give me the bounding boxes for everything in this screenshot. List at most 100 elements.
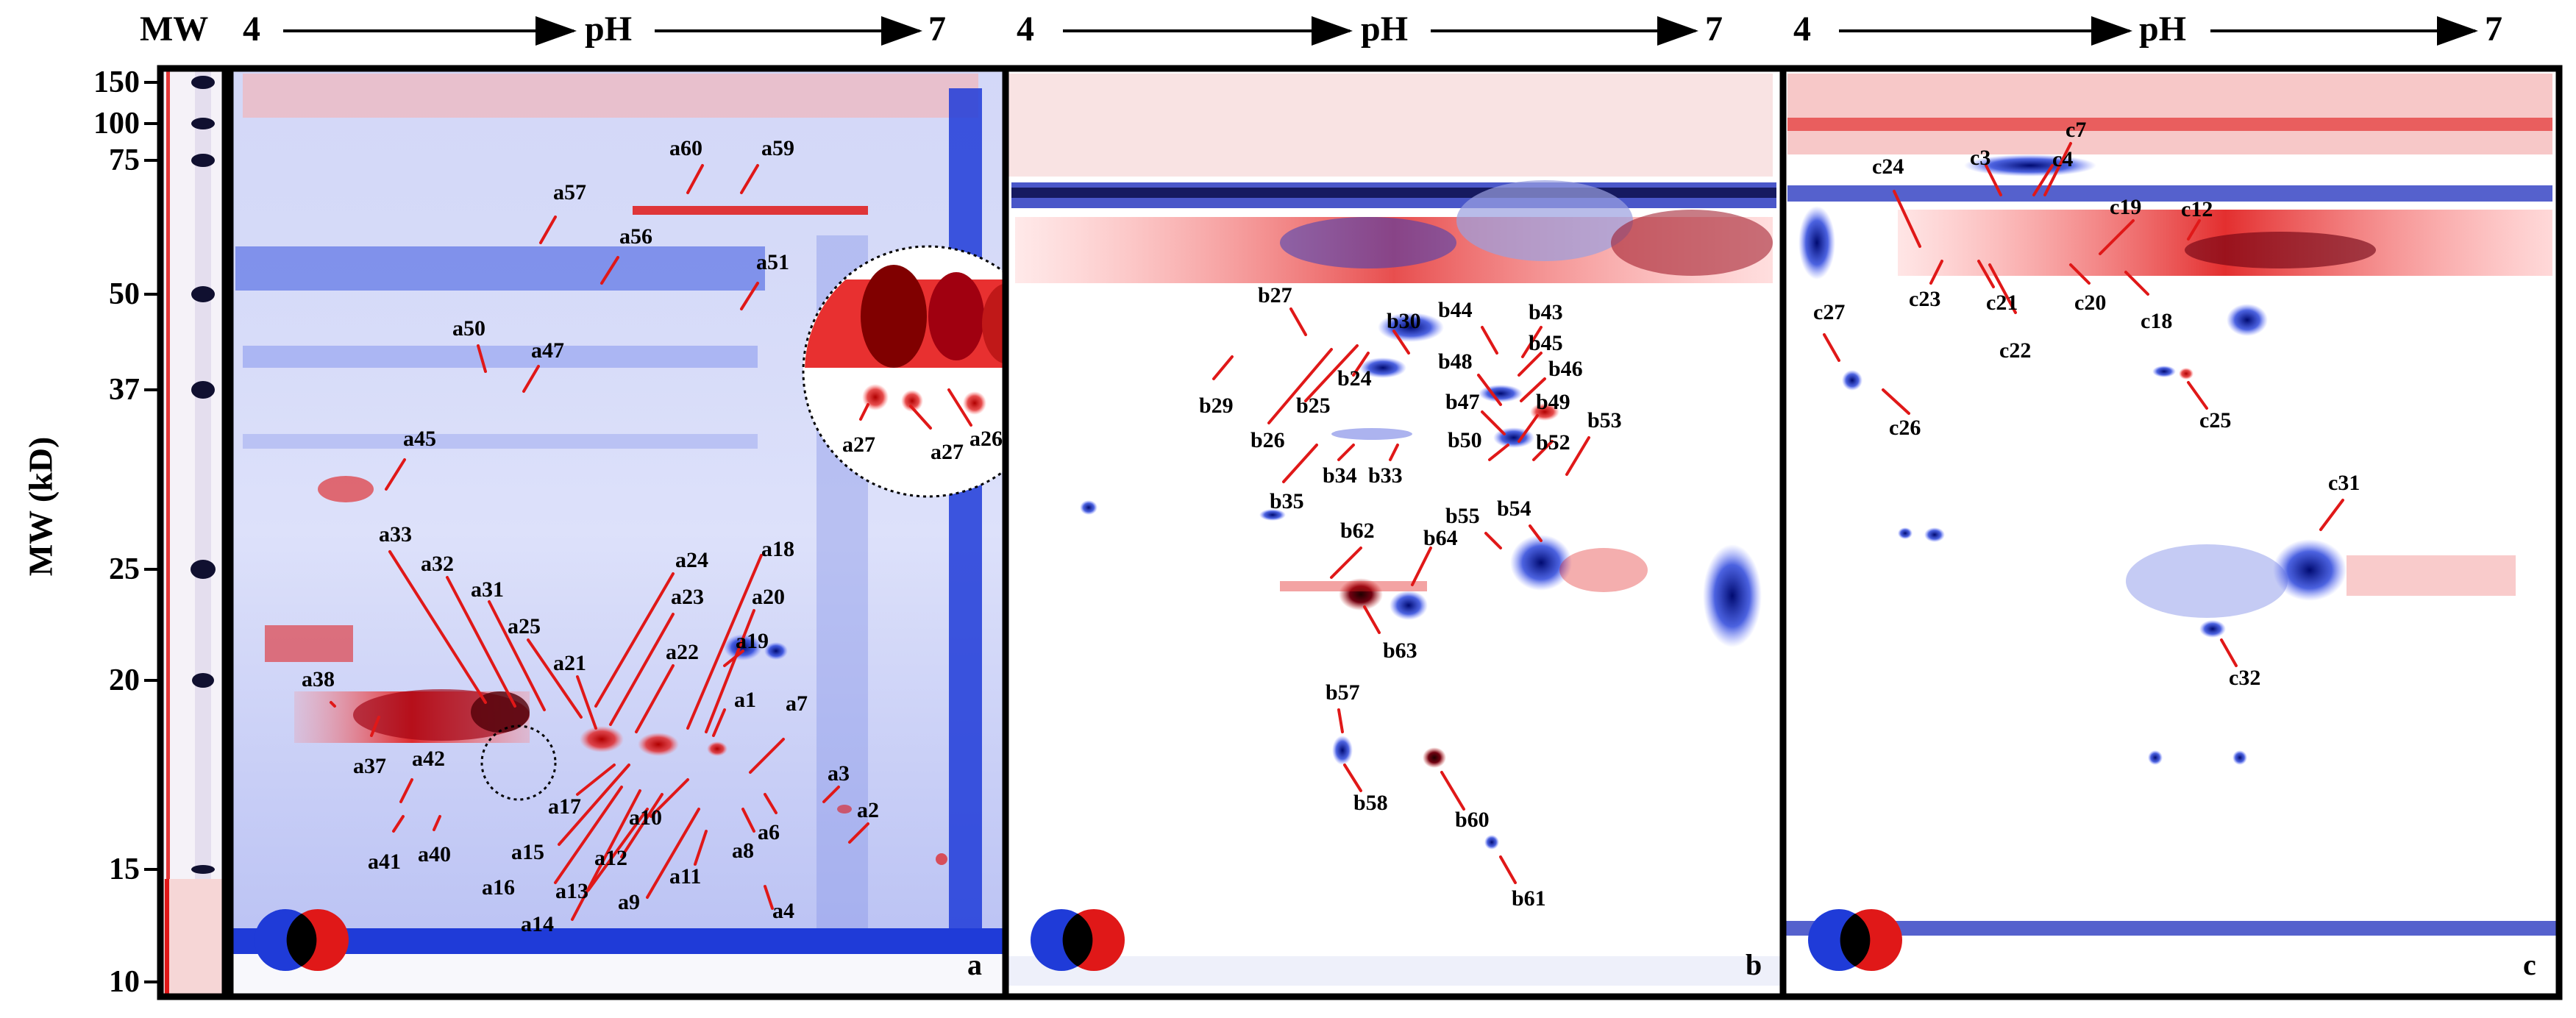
spot-label-b64: b64 <box>1423 526 1458 550</box>
spot-label-c20: c20 <box>2074 291 2107 315</box>
spot-label-a50: a50 <box>452 316 485 341</box>
spot-label-b52: b52 <box>1536 430 1570 455</box>
mw-tick-37: 37 <box>109 373 140 407</box>
spot-label-a3: a3 <box>828 761 850 786</box>
panel-letter-b: b <box>1746 948 1762 981</box>
spot-label-a26: a26 <box>969 427 1003 451</box>
spot-label-a21: a21 <box>553 651 586 675</box>
spot-label-a60: a60 <box>669 136 702 160</box>
spot-label-c26: c26 <box>1889 416 1921 440</box>
mw-axis-ticks <box>144 81 160 983</box>
spot-label-b63: b63 <box>1383 638 1417 663</box>
spot-label-c31: c31 <box>2328 471 2360 495</box>
spot-label-a27: a27 <box>931 440 964 464</box>
ph-start-c: 4 <box>1793 10 1811 49</box>
spot-label-b62: b62 <box>1340 519 1375 543</box>
spot-label-c23: c23 <box>1909 287 1941 311</box>
spot-label-a17: a17 <box>548 794 581 819</box>
spot-label-a22: a22 <box>666 640 699 664</box>
spot-label-b45: b45 <box>1529 331 1563 355</box>
mw-tick-15: 15 <box>109 853 140 886</box>
spot-label-c19: c19 <box>2110 195 2142 219</box>
spot-label-b30: b30 <box>1387 309 1421 333</box>
spot-label-a13: a13 <box>555 879 588 903</box>
panel-letter-a: a <box>967 948 982 981</box>
spot-label-c25: c25 <box>2199 408 2232 433</box>
spot-label-b29: b29 <box>1199 394 1234 418</box>
ph-label-a: pH <box>585 10 633 49</box>
mw-tick-75: 75 <box>109 143 140 177</box>
ph-end-a: 7 <box>928 10 946 49</box>
spot-label-b26: b26 <box>1250 428 1285 452</box>
spot-label-a6: a6 <box>758 820 780 844</box>
ph-start-a: 4 <box>243 10 260 49</box>
spot-label-b48: b48 <box>1438 349 1473 374</box>
panel-frames <box>157 65 2563 1000</box>
ph-label-c: pH <box>2139 10 2187 49</box>
spot-label-b46: b46 <box>1548 357 1583 381</box>
ph-label-b: pH <box>1361 10 1409 49</box>
spot-label-b58: b58 <box>1353 791 1388 815</box>
spot-label-b47: b47 <box>1445 390 1480 414</box>
spot-label-a24: a24 <box>675 548 708 572</box>
mw-header: MW <box>140 10 209 49</box>
spot-label-b34: b34 <box>1323 463 1357 488</box>
spot-label-a4: a4 <box>772 899 794 923</box>
blue-red-overlap-venn-icon <box>255 909 349 971</box>
spot-label-a33: a33 <box>379 522 412 547</box>
spot-label-c32: c32 <box>2229 666 2261 690</box>
panel-a-gel <box>230 70 1055 997</box>
spot-label-c21: c21 <box>1986 291 2018 315</box>
spot-label-b44: b44 <box>1438 298 1473 322</box>
spot-label-a45: a45 <box>403 427 436 451</box>
spot-label-b25: b25 <box>1296 394 1331 418</box>
spot-label-b27: b27 <box>1258 283 1292 307</box>
ph-start-b: 4 <box>1017 10 1034 49</box>
spot-label-a18: a18 <box>761 537 794 561</box>
ph-end-c: 7 <box>2485 10 2502 49</box>
spot-label-b24: b24 <box>1337 366 1372 391</box>
mw-tick-25: 25 <box>109 552 140 586</box>
spot-label-a8: a8 <box>732 839 754 863</box>
spot-label-a47: a47 <box>531 338 564 363</box>
mw-tick-10: 10 <box>109 965 140 999</box>
spot-label-c27: c27 <box>1813 300 1846 324</box>
spot-label-a31: a31 <box>471 577 504 602</box>
spot-label-a56: a56 <box>619 224 652 249</box>
ph-end-b: 7 <box>1705 10 1723 49</box>
spot-label-c3: c3 <box>1970 146 1991 170</box>
blue-red-overlap-venn-icon <box>1031 909 1125 971</box>
spot-label-c4: c4 <box>2052 147 2074 171</box>
spot-label-b33: b33 <box>1368 463 1403 488</box>
panel-b-gel <box>1008 70 1780 997</box>
spot-label-a59: a59 <box>761 136 794 160</box>
spot-label-b55: b55 <box>1445 504 1480 528</box>
spot-label-a12: a12 <box>594 846 627 870</box>
spot-label-a15: a15 <box>511 840 544 864</box>
spot-label-b50: b50 <box>1448 428 1482 452</box>
spot-label-b61: b61 <box>1512 886 1546 911</box>
mw-tick-50: 50 <box>109 277 140 311</box>
spot-label-a40: a40 <box>418 842 451 866</box>
spot-label-c22: c22 <box>1999 338 2032 363</box>
spot-label-a10: a10 <box>629 805 662 830</box>
spot-label-a57: a57 <box>553 180 586 204</box>
spot-label-a14: a14 <box>521 912 554 936</box>
spot-label-b60: b60 <box>1455 808 1490 832</box>
spot-label-c18: c18 <box>2141 309 2173 333</box>
mw-tick-150: 150 <box>93 65 140 99</box>
spot-label-a38: a38 <box>302 667 335 691</box>
spot-label-a42: a42 <box>412 747 445 771</box>
highlight-circle <box>480 725 557 801</box>
spot-label-a23: a23 <box>671 585 704 609</box>
spot-label-a7: a7 <box>786 691 808 716</box>
spot-label-a2: a2 <box>857 798 879 822</box>
spot-label-a41: a41 <box>368 850 401 874</box>
blue-red-overlap-venn-icon <box>1808 909 1902 971</box>
spot-label-b49: b49 <box>1536 390 1570 414</box>
spot-label-b53: b53 <box>1587 408 1622 433</box>
spot-label-c7: c7 <box>2066 118 2087 142</box>
spot-label-a9: a9 <box>618 890 640 914</box>
mw-tick-20: 20 <box>109 663 140 697</box>
spot-label-a11: a11 <box>669 864 702 889</box>
